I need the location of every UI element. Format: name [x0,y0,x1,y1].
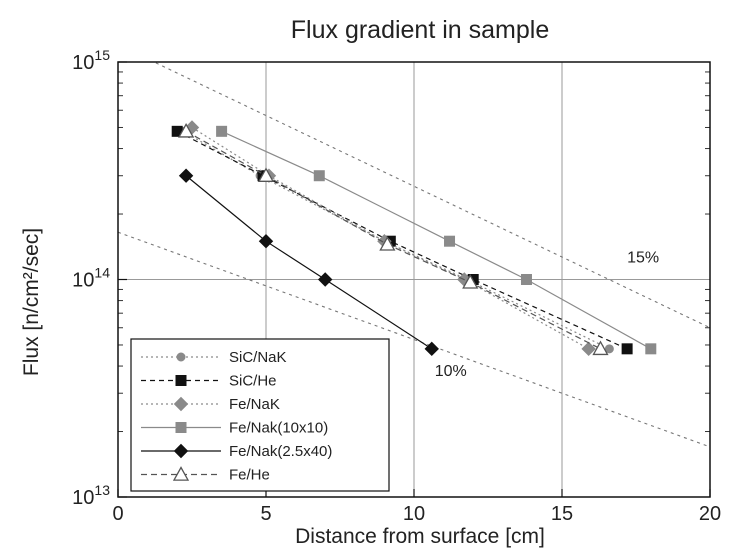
x-tick-label: 15 [551,503,573,525]
series-line [191,126,589,350]
data-point-marker [424,341,439,357]
chart-title: Flux gradient in sample [291,16,549,44]
y-tick-label: 1015 [72,47,110,74]
legend-item: SiC/He [141,373,277,390]
x-tick-label: 5 [260,503,271,525]
series-fe-nak-10x10- [216,125,657,355]
data-point-marker [175,422,187,433]
series-fe-he [177,122,609,356]
y-tick-label: 1014 [72,265,110,292]
plot-content [118,62,710,497]
data-point-marker [317,272,333,287]
legend-item: Fe/Nak(10x10) [141,420,328,437]
legend-label: Fe/He [229,467,270,484]
series-line [182,130,610,350]
legend-label: SiC/NaK [229,349,287,366]
data-point-marker [379,236,396,251]
x-tick-label: 20 [699,503,721,525]
reference-line [152,62,710,329]
x-tick-label: 10 [403,503,425,525]
series-line [176,130,628,350]
legend-label: Fe/NaK [229,396,280,413]
reference-line-label: 10% [435,363,467,380]
series-fe-nak-2-5x40- [178,168,439,357]
y-tick-label: 1013 [72,482,110,509]
reference-line-label: 15% [627,249,659,266]
data-point-marker [177,122,195,138]
data-point-marker [173,396,189,412]
legend-item: SiC/NaK [141,349,287,366]
data-point-marker [216,125,228,137]
legend: SiC/NaK SiC/He Fe/NaK Fe/Nak(10x10) Fe/Nak(2… [130,338,390,492]
data-point-marker [604,344,614,354]
data-point-marker [173,443,189,459]
legend-label: SiC/He [229,373,277,390]
legend-item: Fe/NaK [141,396,280,413]
y-axis-label: Flux [n/cm²/sec] [20,228,43,376]
data-point-marker [592,340,609,356]
data-point-marker [645,343,657,355]
legend-box [130,338,390,492]
data-point-marker [520,274,532,285]
data-point-marker [581,341,596,357]
data-point-marker [313,170,325,182]
legend-item: Fe/He [141,466,270,484]
data-point-marker [172,466,190,481]
data-point-marker [176,352,186,362]
data-point-marker [175,375,187,386]
series-sic-nak [178,126,614,354]
series-sic-he [171,125,633,355]
legend-item: Fe/Nak(2.5x40) [141,443,332,460]
data-point-marker [444,235,456,247]
data-point-marker [257,167,275,182]
legend-label: Fe/Nak(2.5x40) [229,443,332,460]
series-line [185,175,433,350]
data-point-marker [621,343,633,355]
data-point-marker [462,274,479,289]
data-point-marker [258,233,274,249]
series-line [221,130,652,350]
x-tick-label: 0 [112,503,123,525]
legend-label: Fe/Nak(10x10) [229,420,328,437]
x-axis-label: Distance from surface [cm] [295,525,545,548]
data-point-marker [178,168,194,183]
plot-area: 15%10%0 5 10 15 20101310141015SiC/NaKSiC/HeF… [72,47,721,525]
